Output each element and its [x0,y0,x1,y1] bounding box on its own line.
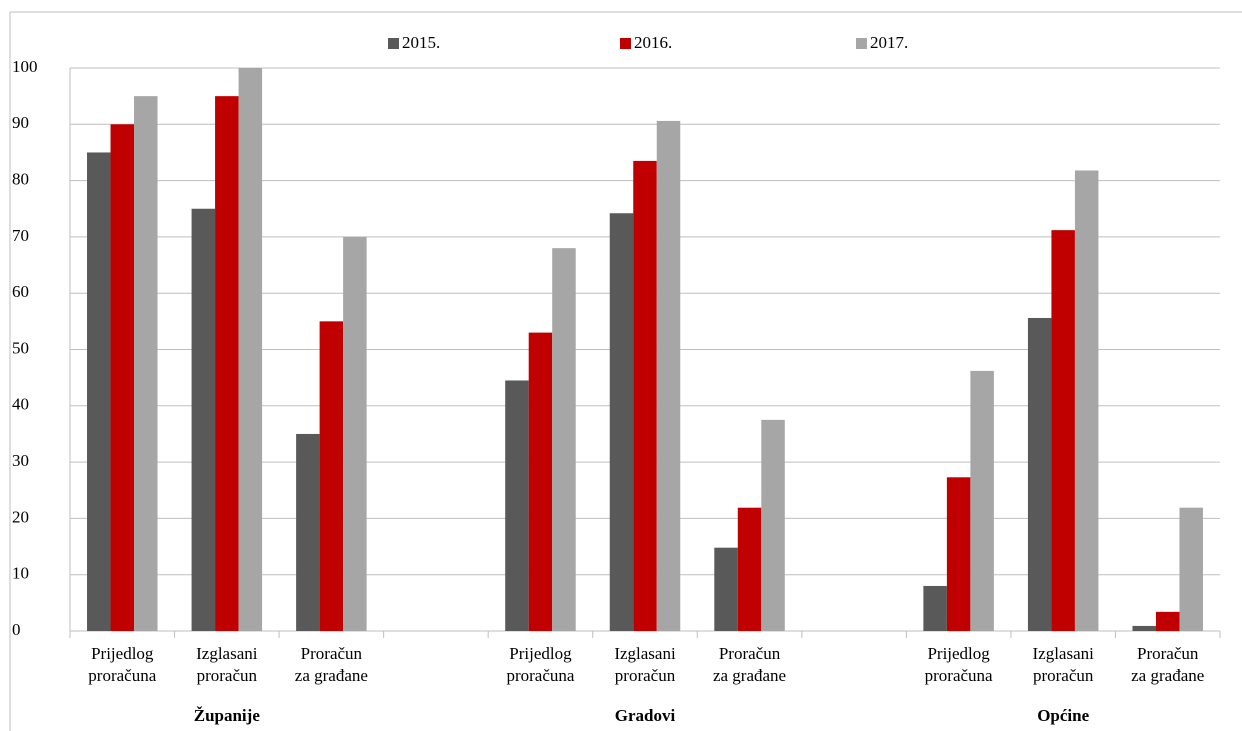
y-tick-label: 40 [12,395,29,414]
bar [552,248,576,631]
x-tick-label: Prijedlog proračuna [506,644,575,685]
x-tick-label: Proračun za građane [712,644,787,685]
bar [970,370,994,631]
legend-label: 2017. [870,33,908,52]
x-tick-label: Izglasani proračun [196,644,258,685]
group-label: Općine [1037,706,1090,725]
x-tick-label: Prijedlog proračuna [924,644,993,685]
bar [633,160,657,631]
legend-label: 2016. [634,33,672,52]
bar [505,380,529,631]
legend-label: 2015. [402,33,440,52]
bar [296,433,320,631]
legend-swatch [388,38,399,49]
bar [1051,230,1075,632]
bar [319,321,344,631]
bar [923,585,947,631]
bar [343,236,367,631]
legend-swatch [620,38,631,49]
bar [656,120,681,631]
bar [87,152,111,631]
y-tick-label: 90 [12,113,29,132]
y-tick-label: 80 [12,170,29,189]
bar [528,332,553,631]
bar [1074,170,1099,631]
bar [1179,507,1203,631]
x-tick-label: Izglasani proračun [614,644,676,685]
x-tick-label: Proračun za građane [294,644,368,685]
y-tick-label: 10 [12,564,29,583]
bar [737,507,762,631]
bar [110,124,135,632]
x-tick-label: Izglasani proračun [1032,644,1094,685]
bar [191,208,216,631]
y-tick-label: 50 [12,338,29,357]
bar [1027,317,1052,631]
legend-swatch [856,38,867,49]
bar [215,96,239,631]
bar [134,96,158,631]
bar [1132,625,1156,631]
bar [238,68,263,631]
y-tick-label: 30 [12,451,29,470]
x-tick-label: Proračun za građane [1131,644,1205,685]
group-label: Županije [193,706,260,725]
bar [714,547,738,631]
x-tick-label: Prijedlog proračuna [88,644,157,685]
bar [761,419,785,631]
y-tick-label: 70 [12,226,29,245]
bar [946,477,971,631]
bar [609,213,634,631]
y-tick-label: 100 [12,57,38,76]
y-tick-label: 0 [12,620,21,639]
y-tick-label: 60 [12,282,29,301]
group-label: Gradovi [614,706,676,725]
bar [1155,611,1180,631]
y-tick-label: 20 [12,507,29,526]
